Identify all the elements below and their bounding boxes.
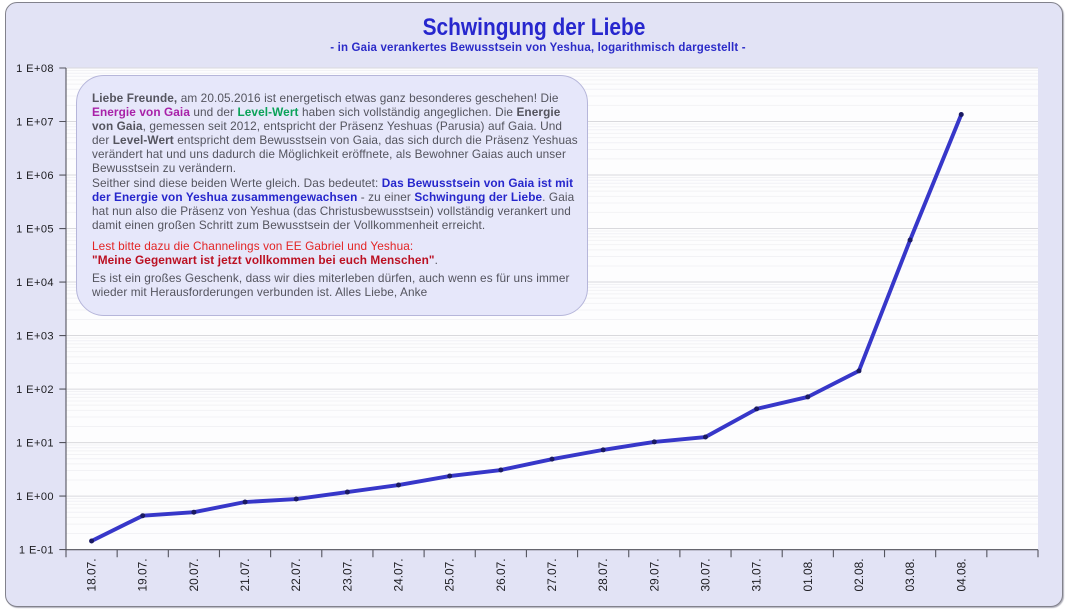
svg-text:31.07.: 31.07. (750, 558, 764, 591)
svg-text:20.07.: 20.07. (187, 558, 201, 591)
svg-text:1 E+05: 1 E+05 (16, 223, 54, 235)
svg-text:1 E+08: 1 E+08 (16, 63, 54, 75)
svg-text:02.08.: 02.08. (852, 558, 866, 591)
svg-text:1 E+01: 1 E+01 (16, 437, 54, 449)
svg-text:1 E+00: 1 E+00 (16, 491, 54, 503)
svg-text:1 E-01: 1 E-01 (19, 545, 54, 557)
svg-text:22.07.: 22.07. (289, 558, 303, 591)
svg-text:19.07.: 19.07. (136, 558, 150, 591)
svg-text:1 E+07: 1 E+07 (16, 116, 54, 128)
svg-text:1 E+06: 1 E+06 (16, 170, 54, 182)
svg-text:23.07.: 23.07. (340, 558, 354, 591)
svg-text:25.07.: 25.07. (443, 558, 457, 591)
svg-text:24.07.: 24.07. (392, 558, 406, 591)
svg-text:21.07.: 21.07. (238, 558, 252, 591)
svg-text:1 E+04: 1 E+04 (16, 277, 54, 289)
svg-text:03.08.: 03.08. (903, 558, 917, 591)
svg-text:30.07.: 30.07. (698, 558, 712, 591)
svg-text:01.08.: 01.08. (801, 558, 815, 591)
svg-text:04.08.: 04.08. (954, 558, 968, 591)
svg-text:26.07.: 26.07. (494, 558, 508, 591)
svg-text:1 E+02: 1 E+02 (16, 384, 54, 396)
svg-text:18.07.: 18.07. (85, 558, 99, 591)
svg-text:1 E+03: 1 E+03 (16, 330, 54, 342)
svg-text:28.07.: 28.07. (596, 558, 610, 591)
svg-text:29.07.: 29.07. (647, 558, 661, 591)
svg-text:27.07.: 27.07. (545, 558, 559, 591)
